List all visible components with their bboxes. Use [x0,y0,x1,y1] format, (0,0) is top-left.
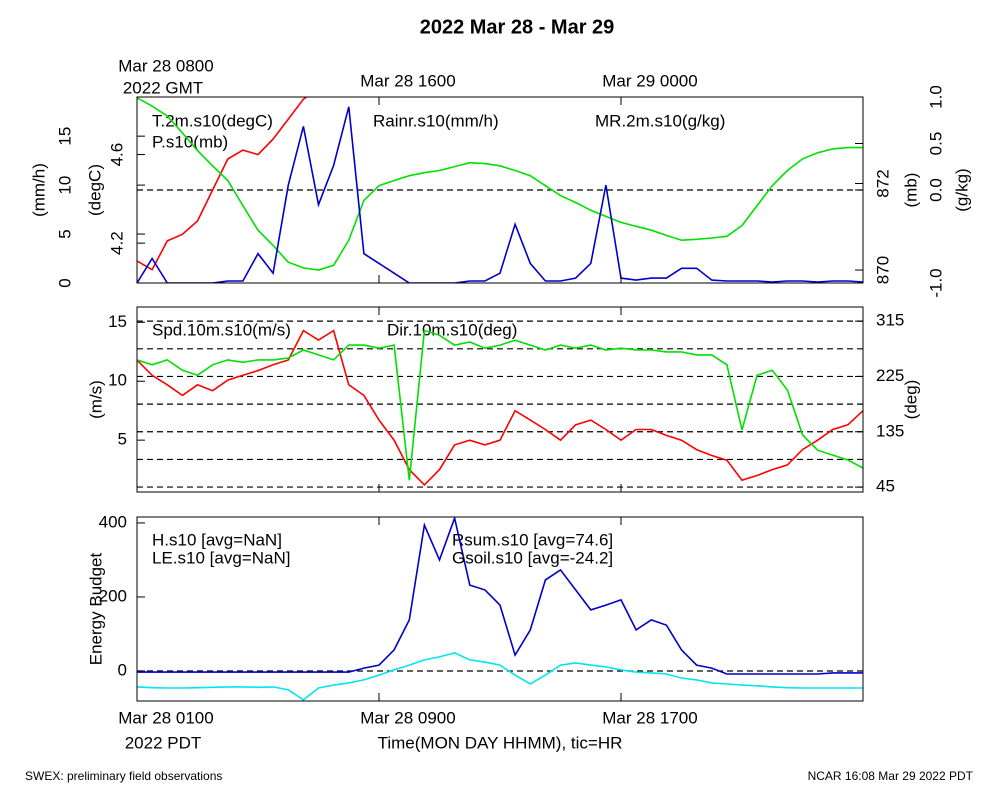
series-line [137,329,863,487]
y-tick-label: 200 [99,586,127,605]
y-axis-label: (m/s) [86,380,105,419]
y-tick-label: 0 [118,660,127,679]
series-line [137,517,863,675]
y-tick-label: 15 [55,127,74,146]
series-line [137,97,308,271]
plot-frame [136,516,864,702]
y-tick-label: 315 [876,311,904,330]
y-tick-label: 870 [873,256,892,284]
y-tick-label: 1.0 [926,85,945,109]
series-line [137,106,863,283]
y-tick-label: 0 [55,278,74,287]
plot-frame [136,96,864,284]
legend-entry: H.s10 [avg=NaN] [152,530,282,549]
x-top-tick-label: Mar 29 0000 [602,71,697,90]
y-axis-label: (g/kg) [952,168,971,211]
y-tick-label: 5 [118,430,127,449]
y-tick-label: 872 [873,169,892,197]
legend-entry: Rsum.s10 [avg=74.6] [452,530,613,549]
y-axis-label: Energy Budget [86,552,105,665]
y-tick-label: 135 [876,421,904,440]
legend-entry: Spd.10m.s10(m/s) [152,320,291,339]
y-axis-label: (degC) [85,164,104,216]
chart-title: 2022 Mar 28 - Mar 29 [420,16,615,38]
x-top-tick-label: Mar 28 1600 [360,71,455,90]
y-tick-label: 10 [108,371,127,390]
plot-frame [136,306,864,493]
top-time-note: 2022 GMT [123,78,203,97]
y-tick-label: 0.0 [926,178,945,202]
footer-right: NCAR 16:08 Mar 29 2022 PDT [808,769,974,783]
y-tick-label: 45 [876,477,895,496]
y-tick-label: 4.6 [107,143,126,167]
bottom-time-note: 2022 PDT [125,733,202,752]
legend-entry: Rainr.s10(mm/h) [373,111,499,130]
series-line [137,97,863,271]
y-tick-label: -1.0 [926,268,945,297]
series-line [137,652,863,701]
x-tick-label: Mar 28 0100 [118,708,213,727]
legend-entry: Gsoil.s10 [avg=-24.2] [452,548,613,567]
legend-entry: LE.s10 [avg=NaN] [152,548,290,567]
y-tick-label: 0.5 [926,132,945,156]
legend-entry: T.2m.s10(degC) [152,111,273,130]
y-tick-label: 225 [876,366,904,385]
y-tick-label: 10 [55,176,74,195]
footer-left: SWEX: preliminary field observations [25,769,222,783]
x-axis-label: Time(MON DAY HHMM), tic=HR [378,733,623,752]
legend-entry: Dir.10m.s10(deg) [387,320,517,339]
y-axis-label: (mm/h) [29,163,48,217]
y-tick-label: 15 [108,312,127,331]
y-tick-label: 5 [55,229,74,238]
series-line [137,329,863,481]
y-axis-label: (deg) [901,380,920,420]
x-tick-label: Mar 28 0900 [360,708,455,727]
legend-entry: MR.2m.s10(g/kg) [595,111,725,130]
y-axis-label: (mb) [901,173,920,208]
x-top-tick-label: Mar 28 0800 [118,56,213,75]
x-tick-label: Mar 28 1700 [602,708,697,727]
y-tick-label: 4.2 [107,231,126,255]
y-tick-label: 400 [99,512,127,531]
